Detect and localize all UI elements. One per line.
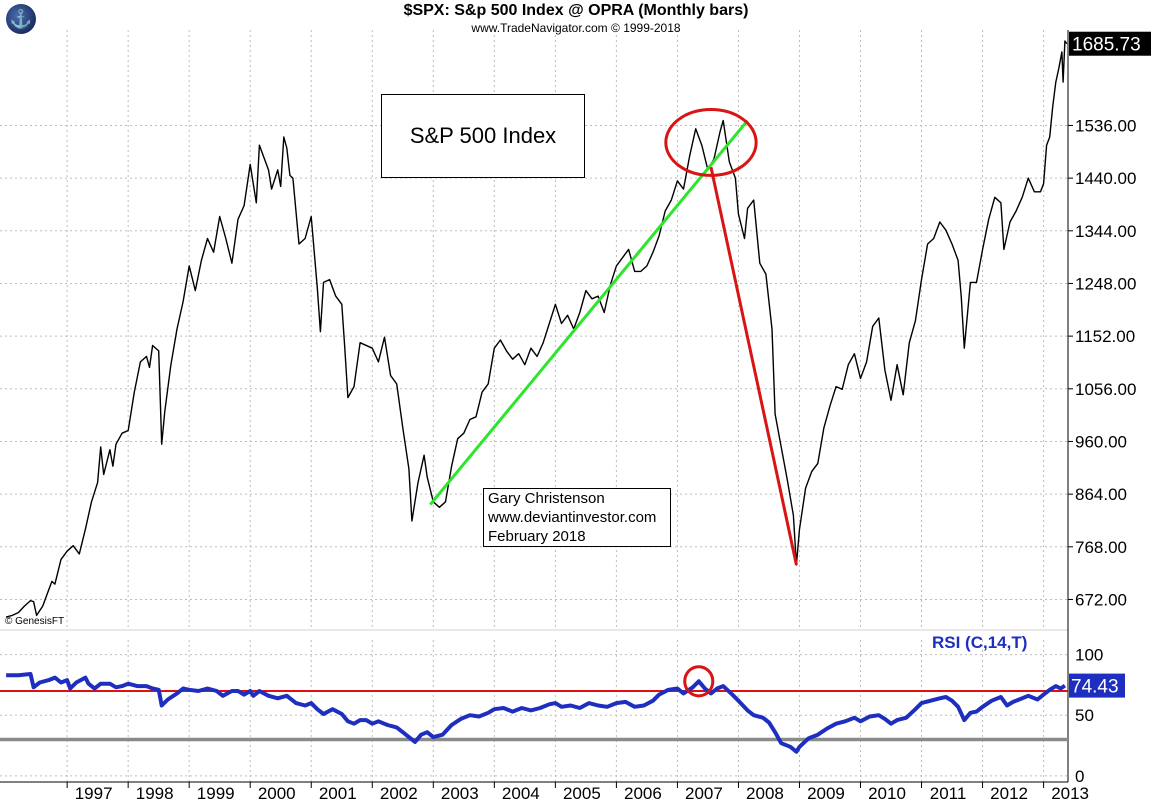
price-gridlines (0, 30, 1068, 628)
index-label-text: S&P 500 Index (409, 123, 557, 148)
price-tick-label: 1152.00 (1075, 327, 1135, 346)
year-tick-label: 1999 (197, 784, 235, 803)
author-name: Gary Christenson (488, 490, 605, 507)
rsi-line (6, 672, 1067, 754)
year-tick-label: 1998 (136, 784, 174, 803)
price-tick-label: 864.00 (1075, 485, 1127, 504)
data-source-copyright: © GenesisFT (5, 616, 65, 627)
downtrend-line (709, 166, 798, 566)
year-tick-label: 2002 (380, 784, 418, 803)
price-axis-ticks: 672.00 768.00 864.00 960.00 1056.00 1152.00 12… (1068, 116, 1136, 609)
year-tick-label: 2007 (685, 784, 723, 803)
rsi-indicator-label: RSI (C,14,T) (932, 633, 1028, 652)
author-date: February 2018 (488, 528, 586, 545)
rsi-tick-label: 0 (1075, 767, 1084, 786)
author-box: Gary Christenson www.deviantinvestor.com… (483, 488, 671, 547)
year-tick-label: 2012 (990, 784, 1028, 803)
year-tick-label: 2013 (1051, 784, 1089, 803)
rsi-gridlines (0, 640, 1068, 782)
last-value-labels: 1685.73 74.43 (1069, 31, 1151, 698)
rsi-layer (6, 665, 1067, 754)
price-tick-label: 672.00 (1075, 590, 1127, 609)
price-tick-label: 768.00 (1075, 538, 1127, 557)
price-tick-label: 960.00 (1075, 432, 1127, 451)
price-tick-label: 1536.00 (1075, 116, 1136, 135)
index-label-box: S&P 500 Index (381, 94, 585, 178)
rsi-axis-ticks: 0 50 100 (1075, 646, 1103, 786)
uptrend-line (429, 119, 749, 506)
year-tick-label: 2004 (502, 784, 540, 803)
year-tick-label: 2011 (930, 784, 967, 803)
overlay-layer (429, 108, 798, 566)
year-tick-label: 2008 (746, 784, 784, 803)
price-tick-label: 1344.00 (1075, 222, 1136, 241)
trade-navigator-logo-icon[interactable]: ⚓ (6, 4, 36, 34)
year-tick-label: 2001 (319, 784, 357, 803)
rsi-tick-label: 100 (1075, 646, 1103, 665)
author-website: www.deviantinvestor.com (488, 509, 657, 526)
sp500-price-line (5, 40, 1068, 618)
rsi-tick-label: 50 (1075, 706, 1094, 725)
price-tick-label: 1440.00 (1075, 169, 1136, 188)
chart-subtitle: www.TradeNavigator.com © 1999-2018 (471, 21, 681, 35)
year-tick-label: 2003 (441, 784, 479, 803)
year-tick-label: 2000 (258, 784, 296, 803)
rsi-last-value-badge (1069, 673, 1125, 698)
rsi-last-value-text: 74.43 (1071, 677, 1119, 698)
year-tick-label: 2005 (563, 784, 601, 803)
year-tick-label: 2009 (807, 784, 845, 803)
year-axis-ticks: 1997 1998 1999 2000 2001 2002 2003 2004 2005 2006… (0, 781, 1089, 803)
year-tick-label: 2010 (868, 784, 906, 803)
chart-title: $SPX: S&p 500 Index @ OPRA (Monthly bars… (403, 2, 749, 19)
rsi-peak-circle (683, 665, 715, 698)
price-top-circle (664, 108, 758, 177)
year-tick-label: 2006 (624, 784, 662, 803)
price-tick-label: 1248.00 (1075, 274, 1136, 293)
year-tick-label: 1997 (75, 784, 113, 803)
price-tick-label: 1056.00 (1075, 380, 1136, 399)
price-last-value-text: 1685.73 (1072, 35, 1141, 56)
price-layer (5, 40, 1068, 618)
price-last-value-badge (1069, 31, 1151, 56)
